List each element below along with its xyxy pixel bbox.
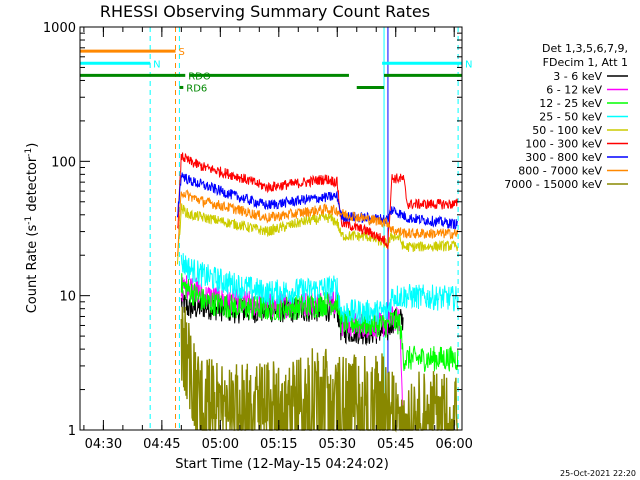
chart-title: RHESSI Observing Summary Count Rates — [100, 2, 430, 21]
series-line-5 — [176, 203, 459, 265]
x-tick-label: 05:30 — [319, 437, 356, 452]
x-tick-label: 05:00 — [202, 437, 239, 452]
x-tick-label: 06:00 — [435, 437, 472, 452]
series-line-4 — [180, 253, 459, 325]
x-tick-label: 04:45 — [143, 437, 180, 452]
legend-header-line: FDecim 1, Att 1 — [543, 56, 628, 69]
series-line-8 — [176, 189, 459, 257]
y-tick-label: 100 — [51, 155, 76, 170]
legend-entry-label: 300 - 800 keV — [525, 151, 602, 164]
legend: Det 1,3,5,6,7,9,FDecim 1, Att 13 - 6 keV… — [504, 42, 628, 191]
legend-entry-label: 100 - 300 keV — [525, 138, 602, 151]
legend-entry-label: 50 - 100 keV — [532, 124, 602, 137]
y-axis-label: Count Rate (s-1 detector-1) — [24, 143, 40, 314]
legend-entry-label: 7000 - 15000 keV — [504, 178, 602, 191]
x-axis-label: Start Time (12-May-15 04:24:02) — [175, 457, 389, 472]
series-line-6 — [176, 152, 459, 250]
series-line-3 — [180, 273, 459, 373]
y-axis-label-sup: -1 — [24, 216, 34, 225]
plot-frame — [79, 26, 463, 431]
legend-entry-label: 3 - 6 keV — [553, 70, 602, 83]
series-line-9 — [180, 306, 458, 433]
x-tick-label: 05:15 — [260, 437, 297, 452]
plot-timestamp: 25-Oct-2021 22:20 — [560, 469, 636, 478]
flag-label-6: RD6 — [186, 83, 207, 94]
y-tick-label: 10 — [59, 290, 76, 305]
x-tick-label: 04:30 — [85, 437, 122, 452]
flag-label-0: S — [179, 47, 185, 58]
flag-label-2: N — [465, 59, 472, 70]
y-axis-label-part: detector — [25, 156, 40, 216]
series-line-7 — [176, 172, 459, 230]
flag-label-1: N — [153, 59, 160, 70]
legend-entry-label: 800 - 7000 keV — [518, 165, 602, 178]
plot-area: SNNRDORD6110100100004:3004:4505:0005:150… — [43, 21, 473, 452]
svg-text:Count Rate (s-1 detector-1): Count Rate (s-1 detector-1) — [24, 143, 40, 314]
y-axis-label-sup: -1 — [24, 148, 34, 157]
y-axis-label-part: Count Rate (s — [25, 225, 40, 314]
legend-header-line: Det 1,3,5,6,7,9, — [542, 42, 628, 55]
y-axis-label-part: ) — [25, 143, 40, 148]
legend-entry-label: 6 - 12 keV — [546, 84, 602, 97]
y-tick-label: 1000 — [43, 21, 76, 36]
y-tick-label: 1 — [68, 424, 76, 439]
x-tick-label: 05:45 — [377, 437, 414, 452]
legend-entry-label: 25 - 50 keV — [539, 111, 602, 124]
legend-entry-label: 12 - 25 keV — [539, 97, 602, 110]
